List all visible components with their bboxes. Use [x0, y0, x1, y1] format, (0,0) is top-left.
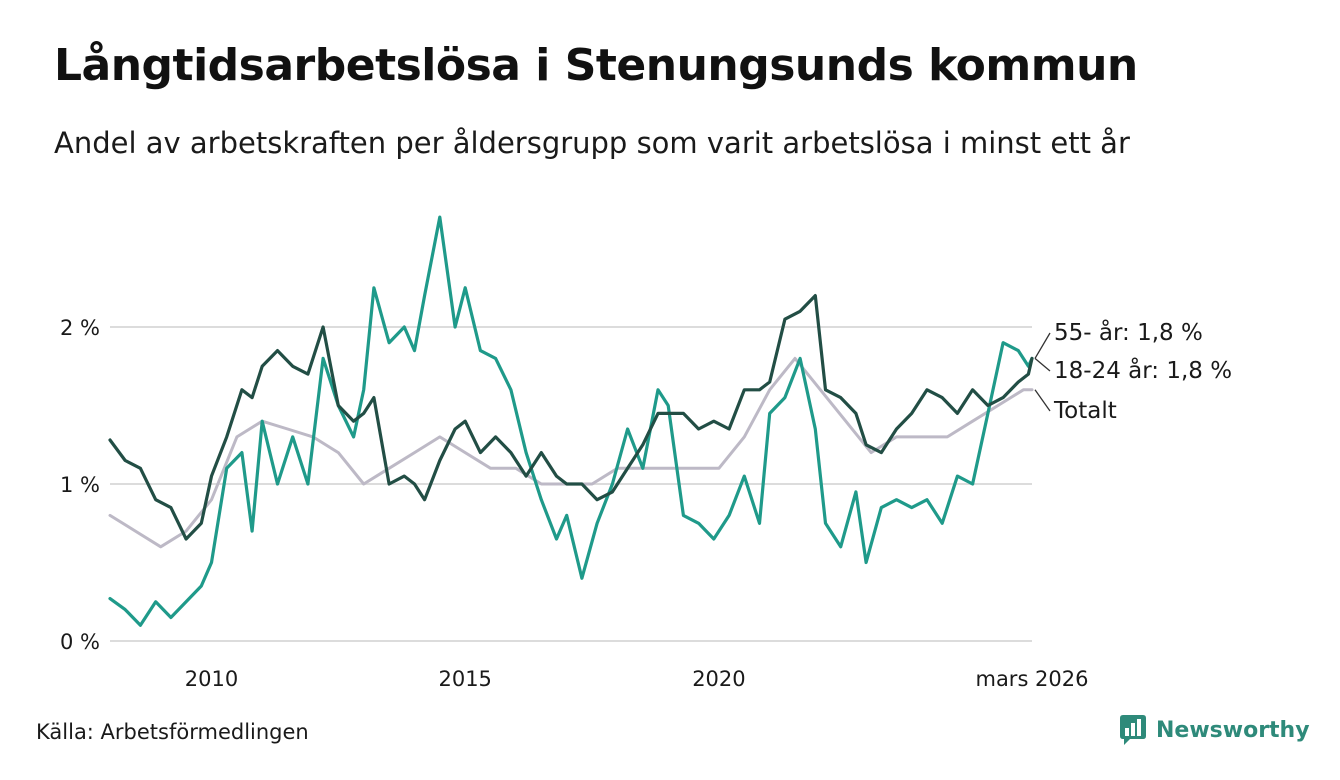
- series-label-55-plus: 55- år: 1,8 %: [1054, 318, 1203, 346]
- series-label-18-24: 18-24 år: 1,8 %: [1054, 356, 1232, 384]
- x-tick-label: 2015: [438, 667, 491, 691]
- y-tick-label: 1 %: [60, 473, 100, 497]
- label-leader-totalt: [1034, 389, 1051, 412]
- x-axis: 2010 2015 2020 mars 2026: [185, 667, 1089, 691]
- newsworthy-logo-icon: [1120, 715, 1146, 745]
- series-line-18-24: [108, 215, 1034, 627]
- x-tick-label: 2010: [185, 667, 238, 691]
- series-labels: 55- år: 1,8 % 18-24 år: 1,8 % Totalt: [1034, 318, 1232, 424]
- series-line-totalt: [108, 356, 1034, 549]
- y-tick-label: 2 %: [60, 316, 100, 340]
- newsworthy-logo-text: Newsworthy: [1156, 717, 1310, 743]
- chart-title: Långtidsarbetslösa i Stenungsunds kommun: [54, 40, 1138, 91]
- label-leader-18-24: [1034, 357, 1051, 372]
- newsworthy-logo[interactable]: Newsworthy: [1118, 712, 1310, 748]
- x-tick-label: mars 2026: [975, 667, 1088, 691]
- series-line-55-plus: [108, 294, 1034, 541]
- chart-subtitle: Andel av arbetskraften per åldersgrupp s…: [54, 126, 1130, 160]
- source-note: Källa: Arbetsförmedlingen: [36, 720, 309, 744]
- line-chart: 0 % 1 % 2 % 2010 2015 2020 mars 2026 55- år: …: [60, 215, 1232, 691]
- x-tick-label: 2020: [692, 667, 745, 691]
- label-leader-55-plus: [1034, 332, 1051, 359]
- series-label-totalt: Totalt: [1053, 398, 1117, 424]
- y-axis: 0 % 1 % 2 %: [60, 316, 100, 654]
- series-lines: [108, 215, 1034, 627]
- y-tick-label: 0 %: [60, 630, 100, 654]
